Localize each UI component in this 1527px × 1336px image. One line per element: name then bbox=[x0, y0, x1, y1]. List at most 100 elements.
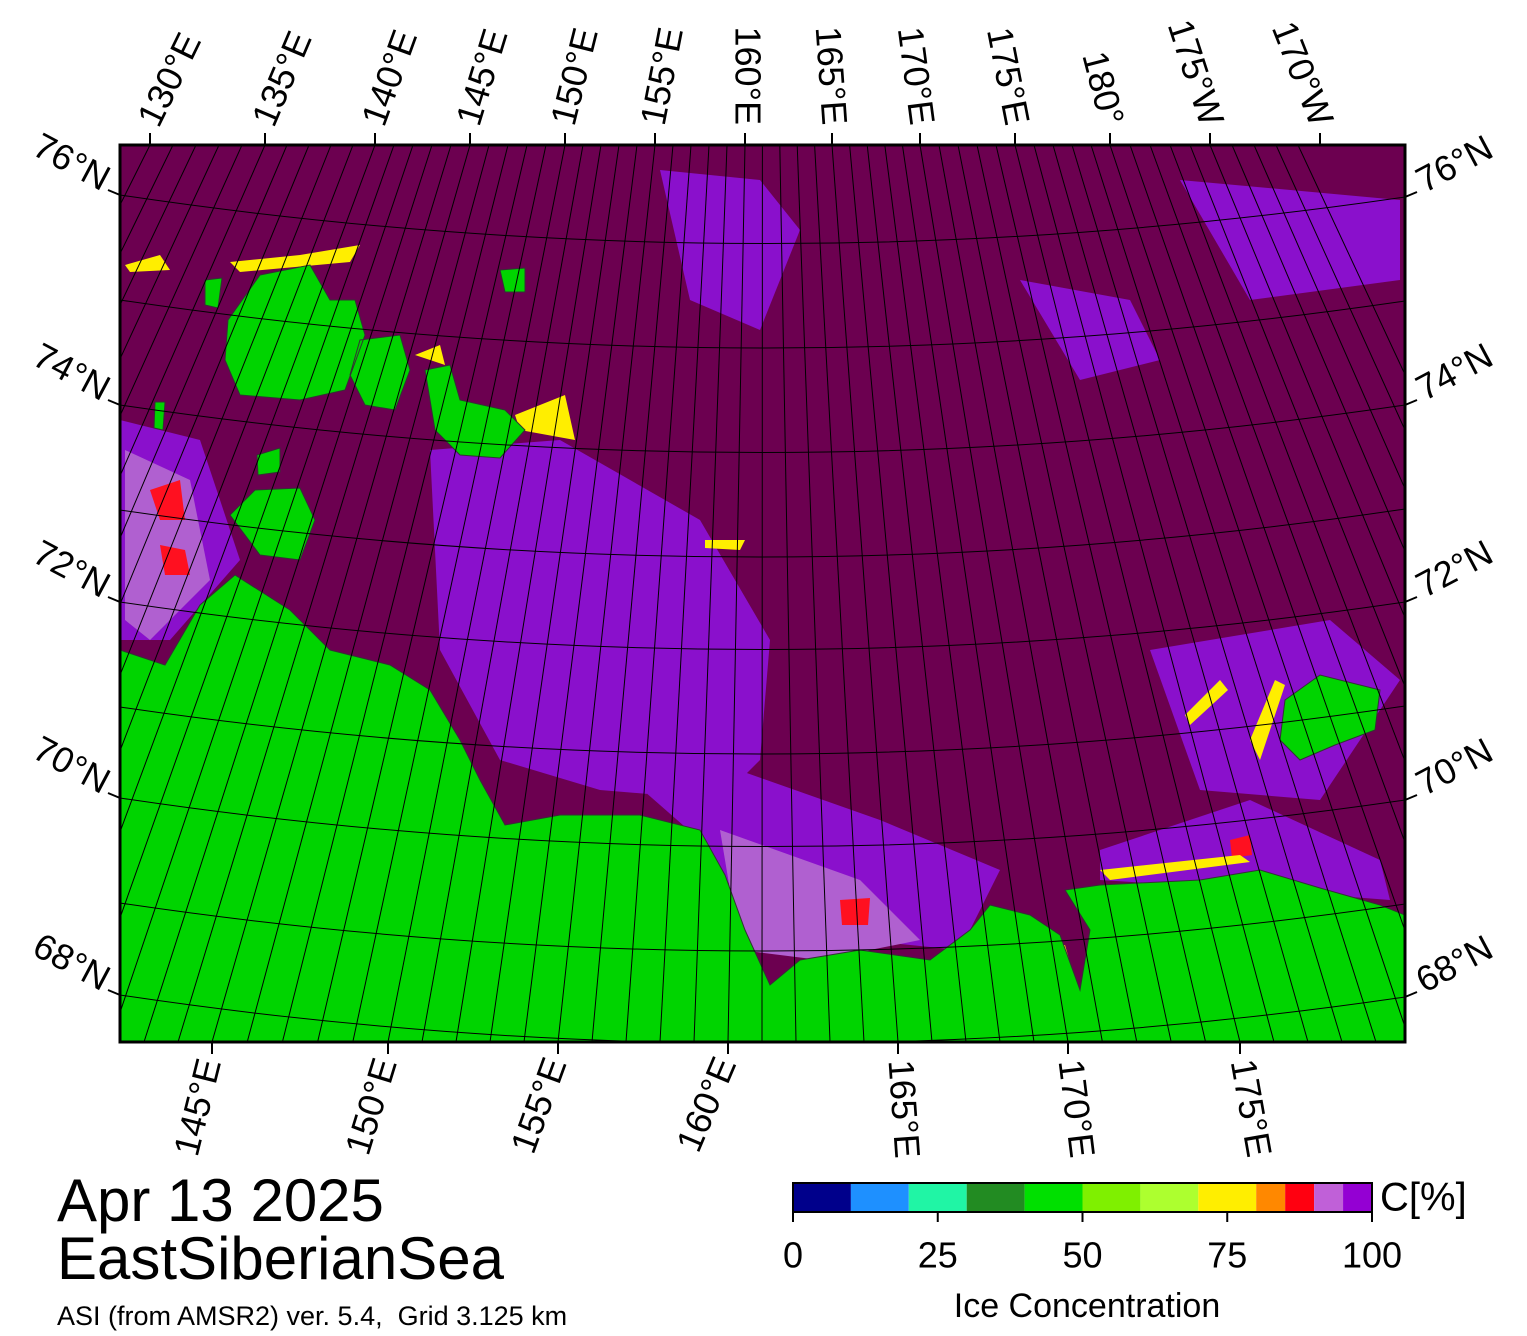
meridian bbox=[831, 145, 899, 1042]
lon-label: 140°E bbox=[353, 24, 425, 131]
lon-label: 170°E bbox=[1051, 1057, 1104, 1160]
tick bbox=[107, 189, 121, 196]
lon-label: 150°E bbox=[337, 1053, 405, 1159]
meridian bbox=[120, 145, 395, 920]
colorbar-segment bbox=[966, 1183, 1025, 1212]
lon-label: 145°E bbox=[448, 24, 516, 130]
meridian bbox=[120, 145, 354, 753]
parallel bbox=[120, 601, 1405, 650]
lon-label: 155°E bbox=[632, 24, 691, 128]
meridian bbox=[957, 145, 1138, 1042]
meridian bbox=[1189, 145, 1405, 689]
meridian bbox=[352, 145, 547, 1042]
meridian bbox=[246, 145, 490, 1042]
tick bbox=[107, 989, 121, 996]
tick bbox=[1404, 191, 1418, 198]
parallel bbox=[120, 404, 1405, 453]
colorbar-segment bbox=[908, 1183, 967, 1212]
map-frame bbox=[118, 143, 1407, 1044]
meridian bbox=[120, 145, 288, 540]
meridian bbox=[120, 145, 266, 478]
parallel bbox=[120, 797, 1405, 847]
meridian bbox=[1014, 145, 1241, 1042]
meridian bbox=[1149, 145, 1405, 844]
lon-label: 170°E bbox=[890, 24, 944, 127]
colorbar-tick-label: 100 bbox=[1342, 1235, 1402, 1276]
colorbar-segment bbox=[1343, 1183, 1372, 1212]
colorbar-segment bbox=[1082, 1183, 1141, 1212]
lat-label: 76°N bbox=[27, 125, 117, 199]
meridian bbox=[387, 145, 566, 1042]
meridian bbox=[796, 145, 831, 1042]
meridian bbox=[693, 145, 728, 1042]
colorbar-segment bbox=[1314, 1183, 1344, 1212]
meridian bbox=[659, 145, 710, 1042]
colorbar-segment bbox=[1256, 1183, 1286, 1212]
meridian bbox=[591, 145, 674, 1042]
meridian bbox=[120, 145, 243, 418]
meridian bbox=[421, 145, 584, 1042]
tick bbox=[1404, 596, 1418, 603]
lat-label: 68°N bbox=[1409, 927, 1499, 1001]
lon-label: 180° bbox=[1074, 47, 1132, 129]
colorbar-tick-label: 0 bbox=[783, 1235, 803, 1276]
meridian bbox=[523, 145, 638, 1042]
colorbar-unit: C[%] bbox=[1380, 1176, 1467, 1220]
meridian bbox=[177, 145, 452, 1042]
lon-label: 150°E bbox=[542, 24, 606, 129]
meridian bbox=[1071, 145, 1343, 1042]
meridian bbox=[995, 145, 1207, 1042]
lat-label: 74°N bbox=[1409, 335, 1499, 409]
meridian bbox=[1033, 145, 1275, 1042]
lon-label: 170°W bbox=[1264, 15, 1342, 131]
tick bbox=[1404, 399, 1418, 406]
colorbar-segment bbox=[793, 1183, 851, 1212]
lon-label: 165°E bbox=[881, 1058, 929, 1159]
meridian bbox=[120, 145, 332, 677]
lon-label: 175°W bbox=[1160, 15, 1233, 131]
meridian bbox=[143, 145, 433, 1042]
graticule bbox=[120, 145, 1405, 1042]
lat-label: 72°N bbox=[1409, 532, 1499, 606]
source: ASI (from AMSR2) ver. 5.4, Grid 3.125 km bbox=[57, 1301, 567, 1331]
ice-region bbox=[120, 170, 1400, 950]
meridian bbox=[884, 145, 1001, 1042]
lon-label: 160°E bbox=[668, 1051, 744, 1158]
meridian bbox=[1297, 145, 1405, 376]
meridian bbox=[120, 145, 220, 361]
meridian bbox=[938, 145, 1103, 1042]
tick bbox=[1404, 794, 1418, 801]
meridian bbox=[120, 145, 414, 1014]
meridian bbox=[779, 145, 797, 1042]
map bbox=[120, 145, 1405, 1042]
tick bbox=[107, 792, 121, 799]
meridian bbox=[1275, 145, 1405, 432]
lon-label: 155°E bbox=[502, 1052, 574, 1159]
meridian bbox=[849, 145, 933, 1042]
colorbar-segment bbox=[850, 1183, 909, 1212]
meridian bbox=[866, 145, 967, 1042]
colorbar-segment bbox=[1285, 1183, 1315, 1212]
lon-label: 135°E bbox=[243, 25, 319, 132]
lon-label: 130°E bbox=[129, 26, 209, 132]
lon-label: 165°E bbox=[808, 25, 856, 126]
parallel bbox=[120, 299, 1405, 349]
region: EastSiberianSea bbox=[57, 1225, 505, 1292]
meridian bbox=[120, 145, 310, 606]
lat-label: 70°N bbox=[1409, 730, 1499, 804]
parallel bbox=[120, 994, 1405, 1042]
meridian bbox=[976, 145, 1172, 1042]
meridian bbox=[625, 145, 692, 1042]
colorbar-tick-label: 50 bbox=[1062, 1235, 1102, 1276]
meridian bbox=[1109, 145, 1405, 1029]
parallel bbox=[120, 194, 1405, 244]
colorbar-segment bbox=[1024, 1183, 1083, 1212]
tick bbox=[1404, 991, 1418, 998]
meridian bbox=[281, 145, 509, 1042]
meridian bbox=[1231, 145, 1405, 553]
lat-label: 70°N bbox=[27, 728, 117, 802]
meridian bbox=[489, 145, 620, 1042]
meridian bbox=[317, 145, 528, 1042]
date: Apr 13 2025 bbox=[57, 1167, 384, 1234]
